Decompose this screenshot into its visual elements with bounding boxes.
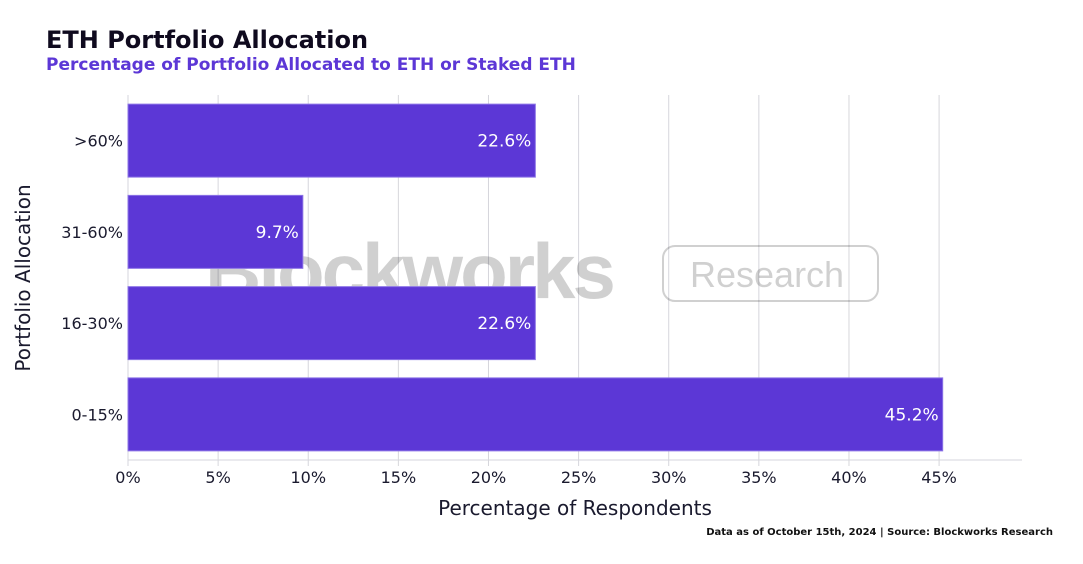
x-tick-label: 40% [831, 468, 867, 487]
x-axis-title: Percentage of Respondents [438, 496, 712, 520]
x-tick-label: 45% [921, 468, 957, 487]
bar [127, 103, 536, 178]
bar [127, 377, 944, 452]
bar [127, 286, 536, 361]
y-tick-label: >60% [74, 132, 123, 151]
chart-subtitle: Percentage of Portfolio Allocated to ETH… [46, 55, 576, 75]
y-axis-title: Portfolio Allocation [11, 184, 35, 371]
bar-value-label: 22.6% [477, 314, 531, 334]
bar-value-label: 9.7% [256, 223, 299, 243]
x-tick-label: 15% [381, 468, 417, 487]
bar-value-label: 45.2% [885, 405, 939, 425]
y-tick-label: 0-15% [71, 405, 123, 424]
x-tick-label: 20% [471, 468, 507, 487]
bar [127, 194, 304, 269]
x-tick-label: 35% [741, 468, 777, 487]
x-tick-label: 30% [651, 468, 687, 487]
y-tick-label: 16-30% [61, 314, 123, 333]
x-tick-label: 5% [205, 468, 230, 487]
bar-value-label: 22.6% [477, 132, 531, 152]
x-tick-label: 25% [561, 468, 597, 487]
footer-source: Data as of October 15th, 2024 | Source: … [706, 527, 1053, 538]
x-tick-label: 10% [290, 468, 326, 487]
x-tick-label: 0% [115, 468, 140, 487]
y-tick-label: 31-60% [61, 223, 123, 242]
svg-text:Research: Research [690, 254, 844, 295]
chart-title: ETH Portfolio Allocation [46, 26, 369, 54]
